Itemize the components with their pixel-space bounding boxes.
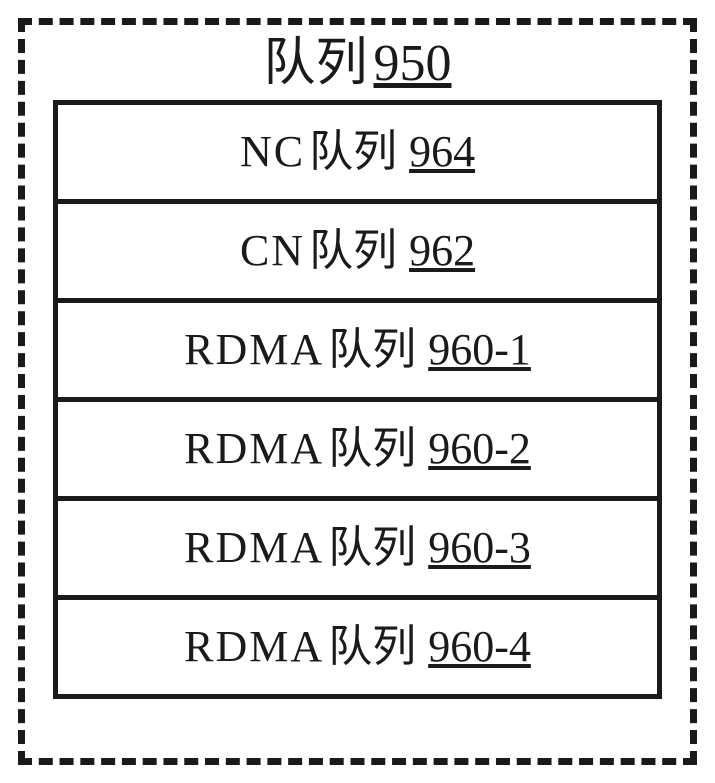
queue-row: RDMA 队列 960-2 bbox=[53, 397, 662, 501]
queue-row: RDMA 队列 960-3 bbox=[53, 496, 662, 600]
queue-row: RDMA 队列 960-4 bbox=[53, 595, 662, 699]
row-latin: CN bbox=[240, 229, 305, 273]
row-ref: 960-4 bbox=[428, 625, 531, 669]
row-cjk: 队列 bbox=[328, 526, 416, 570]
row-ref: 960-2 bbox=[428, 427, 531, 471]
diagram-title: 队列950 bbox=[53, 35, 662, 92]
row-ref: 960-1 bbox=[428, 328, 531, 372]
row-cjk: 队列 bbox=[328, 328, 416, 372]
row-latin: RDMA bbox=[184, 427, 324, 471]
row-latin: RDMA bbox=[184, 526, 324, 570]
queue-stack: NC 队列 964 CN 队列 962 RDMA 队列 960-1 RDMA 队列 960-2… bbox=[53, 100, 662, 699]
queue-row: NC 队列 964 bbox=[53, 100, 662, 204]
row-cjk: 队列 bbox=[309, 229, 397, 273]
queue-outer-box: 队列950 NC 队列964CN 队列962RDMA 队列960-1RDMA 队… bbox=[18, 18, 697, 765]
row-latin: NC bbox=[240, 130, 305, 174]
row-latin: RDMA bbox=[184, 328, 324, 372]
row-ref: 962 bbox=[409, 229, 475, 273]
row-ref: 964 bbox=[409, 130, 475, 174]
title-text: 队列 bbox=[263, 35, 367, 92]
queue-row: RDMA 队列 960-1 bbox=[53, 298, 662, 402]
row-latin: RDMA bbox=[184, 625, 324, 669]
row-cjk: 队列 bbox=[309, 130, 397, 174]
row-cjk: 队列 bbox=[328, 625, 416, 669]
title-ref: 950 bbox=[374, 35, 452, 92]
queue-row: CN 队列 962 bbox=[53, 199, 662, 303]
row-cjk: 队列 bbox=[328, 427, 416, 471]
row-ref: 960-3 bbox=[428, 526, 531, 570]
